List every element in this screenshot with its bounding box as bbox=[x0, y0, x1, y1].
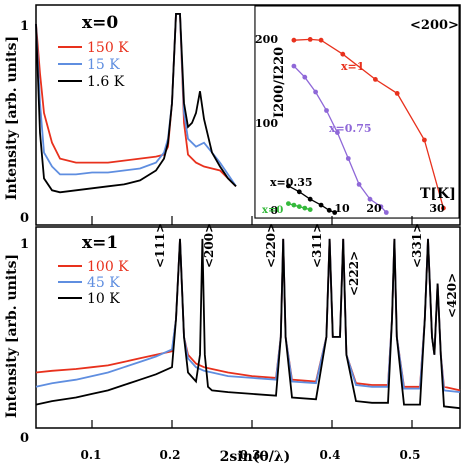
top-series-150-k bbox=[35, 12, 237, 187]
peak-label-220: <220> bbox=[264, 223, 278, 268]
bottom-ytick-0: 0 bbox=[20, 431, 29, 446]
inset-point bbox=[291, 37, 297, 43]
inset-point bbox=[318, 37, 324, 43]
inset-point bbox=[324, 108, 329, 113]
top-panel-frame bbox=[35, 4, 461, 226]
inset-point bbox=[367, 196, 373, 202]
bottom-panel-title: x=1 bbox=[82, 233, 118, 253]
inset-point bbox=[286, 183, 291, 189]
inset-label-x0: x=0 bbox=[262, 205, 283, 216]
inset-xtick-20: 20 bbox=[366, 202, 382, 215]
bottom-xtick-0-1: 0.1 bbox=[81, 448, 102, 462]
inset-point bbox=[373, 77, 378, 82]
inset-point bbox=[394, 91, 400, 96]
inset-point bbox=[286, 201, 291, 207]
bottom-ylabel: Intensity [arb. units] bbox=[4, 254, 20, 418]
inset-point bbox=[291, 202, 297, 208]
inset-ytick-0: 0 bbox=[270, 204, 278, 217]
top-legend-150k: 150 K bbox=[87, 40, 129, 56]
inset-ylabel: I200/I220 bbox=[272, 47, 287, 118]
bottom-ytick-1: 1 bbox=[20, 237, 29, 252]
inset-xtick-30: 30 bbox=[429, 202, 445, 215]
top-panel-title: x=0 bbox=[82, 13, 118, 33]
peak-label-111: <111> bbox=[153, 223, 167, 268]
top-legend-1-6k: 1.6 K bbox=[87, 74, 125, 90]
bottom-xtick-0-2: 0.2 bbox=[160, 448, 181, 462]
inset-point bbox=[332, 210, 338, 215]
inset-point bbox=[422, 137, 427, 143]
inset-xtick-10: 10 bbox=[334, 202, 350, 215]
axis-ticks-group bbox=[91, 216, 413, 428]
inset-point bbox=[318, 202, 324, 208]
inset-point bbox=[356, 182, 362, 187]
inset-ytick-100: 100 bbox=[255, 117, 278, 130]
peak-label-311: <311> bbox=[310, 223, 324, 268]
inset-point bbox=[326, 207, 332, 213]
inset-point bbox=[340, 51, 346, 57]
inset-background bbox=[255, 6, 459, 218]
bottom-xtick-0-3: 0.3 bbox=[240, 448, 261, 462]
peak-label-331: <331> bbox=[410, 223, 424, 268]
top-ytick-1: 1 bbox=[20, 19, 29, 34]
inset-point bbox=[441, 205, 446, 211]
bottom-series-10-k bbox=[35, 238, 461, 410]
bottom-xtick-0-4: 0.4 bbox=[320, 448, 341, 462]
inset-point bbox=[378, 204, 384, 210]
inset-label-x075: x=0.75 bbox=[329, 122, 372, 135]
bottom-series-group bbox=[35, 238, 461, 410]
peak-label-200: <200> bbox=[202, 223, 216, 268]
top-series-1-6-k bbox=[35, 12, 237, 194]
bottom-xlabel: 2sin(θ/λ) bbox=[220, 449, 291, 465]
top-ytick-0: 0 bbox=[20, 211, 29, 226]
bottom-panel-frame bbox=[35, 226, 461, 429]
inset-point bbox=[302, 74, 308, 80]
inset-title: <200> bbox=[410, 18, 459, 33]
inset-series-group bbox=[286, 37, 446, 215]
inset-point bbox=[307, 207, 313, 213]
inset-series-x-0-75 bbox=[293, 65, 387, 213]
inset-point bbox=[296, 204, 302, 210]
top-series-group bbox=[35, 12, 237, 194]
inset-point bbox=[335, 130, 340, 136]
top-ylabel: Intensity [arb. units] bbox=[4, 36, 20, 200]
inset-point bbox=[313, 89, 318, 95]
bottom-legend-100k: 100 K bbox=[87, 259, 129, 275]
top-legend-15k: 15 K bbox=[87, 57, 120, 73]
inset-point bbox=[302, 205, 308, 211]
inset-xlabel: T[K] bbox=[420, 186, 456, 202]
inset-point bbox=[291, 63, 297, 69]
inset-ytick-200: 200 bbox=[255, 33, 278, 46]
inset-point bbox=[296, 189, 302, 195]
bottom-legend-10k: 10 K bbox=[87, 291, 120, 307]
peak-label-420: <420> bbox=[445, 273, 459, 318]
inset-point bbox=[307, 37, 313, 42]
inset-label-x1: x=1 bbox=[341, 60, 364, 73]
peak-label-222: <222> bbox=[347, 251, 361, 296]
inset-label-x035: x=0.35 bbox=[270, 176, 313, 189]
inset-point bbox=[307, 196, 313, 202]
bottom-xtick-0-5: 0.5 bbox=[400, 448, 421, 462]
inset-point bbox=[383, 210, 389, 215]
inset-point bbox=[345, 156, 351, 161]
bottom-legend-45k: 45 K bbox=[87, 275, 120, 291]
top-series-15-k bbox=[35, 12, 237, 187]
